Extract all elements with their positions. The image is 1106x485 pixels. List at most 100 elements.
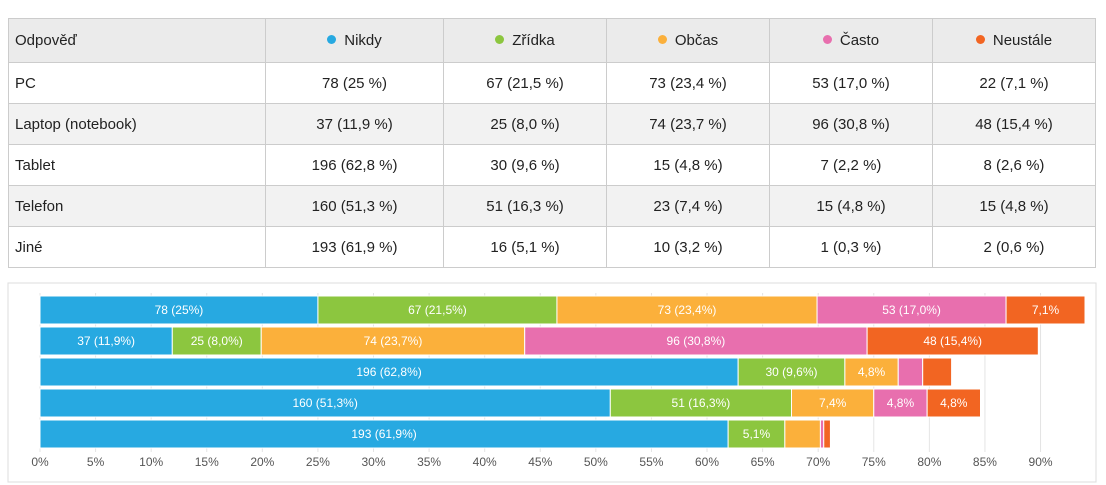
bar-label: 25 (8,0%) (191, 334, 243, 348)
header-cell: Odpověď (8, 18, 266, 63)
bar-segment (260, 326, 526, 356)
bar-segment (39, 388, 611, 418)
table-cell: 22 (7,1 %) (931, 62, 1097, 104)
x-tick-label: 65% (751, 455, 775, 469)
x-tick-label: 45% (528, 455, 552, 469)
bar-segment (823, 419, 831, 449)
table-cell: 16 (5,1 %) (443, 226, 607, 268)
table-row: Tablet 196 (62,8 %) 30 (9,6 %) 15 (4,8 %) 7 … (8, 144, 1097, 186)
bar-segment (922, 357, 953, 387)
table-row: Laptop (notebook) 37 (11,9 %) 25 (8,0 %) 74… (8, 103, 1097, 145)
x-tick-label: 5% (87, 455, 105, 469)
x-tick-label: 90% (1029, 455, 1053, 469)
bar-segment (926, 388, 982, 418)
table-cell: 160 (51,3 %) (264, 185, 445, 227)
table-cell: 23 (7,4 %) (606, 185, 770, 227)
legend-label: Občas (674, 32, 719, 49)
bar-label: 51 (16,3%) (672, 396, 731, 410)
bar-segment (816, 295, 1007, 325)
legend-label: Nikdy (344, 32, 382, 49)
header-cell: Občas (606, 18, 770, 63)
x-tick-label: 35% (417, 455, 441, 469)
bar-segment (556, 295, 818, 325)
legend-dot (327, 35, 337, 44)
bar-label: 30 (9,6%) (765, 365, 817, 379)
row-label: Telefon (8, 185, 266, 227)
x-tick-label: 40% (473, 455, 497, 469)
table-cell: 48 (15,4 %) (931, 103, 1097, 145)
x-tick-label: 50% (584, 455, 608, 469)
bar-label: 7,4% (819, 396, 847, 410)
table-cell: 1 (0,3 %) (768, 226, 933, 268)
x-tick-label: 85% (973, 455, 997, 469)
x-tick-label: 25% (306, 455, 330, 469)
legend-dot (975, 35, 985, 44)
bar-label: 4,8% (858, 365, 886, 379)
table-cell: 193 (61,9 %) (264, 226, 445, 268)
table-cell: 53 (17,0 %) (768, 62, 933, 104)
bar-segment (171, 326, 262, 356)
x-tick-label: 60% (695, 455, 719, 469)
bar-label: 5,1% (743, 427, 771, 441)
bar-segment (866, 326, 1039, 356)
row-label: Jiné (8, 226, 266, 268)
row-label: PC (8, 62, 266, 104)
bar-label: 4,8% (887, 396, 915, 410)
bar-segment (317, 295, 558, 325)
table-cell: 10 (3,2 %) (606, 226, 770, 268)
x-tick-label: 20% (250, 455, 274, 469)
x-tick-label: 80% (917, 455, 941, 469)
bar-segment (524, 326, 868, 356)
bar-label: 78 (25%) (155, 303, 204, 317)
bar-label: 4,8% (940, 396, 968, 410)
table-cell: 2 (0,6 %) (931, 226, 1097, 268)
bar-label: 7,1% (1032, 303, 1060, 317)
legend-dot (822, 35, 832, 44)
x-tick-label: 55% (639, 455, 663, 469)
data-table: Odpověď Nikdy Zřídka Občas Často Neustále PC 78… (8, 18, 1097, 268)
header-row: Odpověď Nikdy Zřídka Občas Často Neustále (8, 18, 1097, 63)
table-row: Telefon 160 (51,3 %) 51 (16,3 %) 23 (7,4 %)… (8, 185, 1097, 227)
table-cell: 15 (4,8 %) (931, 185, 1097, 227)
bar-label: 160 (51,3%) (292, 396, 357, 410)
bar-segment (1005, 295, 1086, 325)
x-tick-label: 70% (806, 455, 830, 469)
chart-frame (7, 282, 1097, 483)
table-cell: 78 (25 %) (264, 62, 445, 104)
legend-label: Neustále (992, 32, 1053, 49)
x-tick-label: 0% (31, 455, 49, 469)
row-label: Laptop (notebook) (8, 103, 266, 145)
table-cell: 15 (4,8 %) (768, 185, 933, 227)
bar-segment (897, 357, 924, 387)
row-label: Tablet (8, 144, 266, 186)
legend-dot (657, 35, 667, 44)
legend-label: Zřídka (512, 32, 555, 49)
table-cell: 67 (21,5 %) (443, 62, 607, 104)
table-cell: 7 (2,2 %) (768, 144, 933, 186)
bar-label: 67 (21,5%) (408, 303, 467, 317)
legend-label: Často (839, 32, 880, 49)
bar-segment (873, 388, 928, 418)
bar-segment (819, 419, 825, 449)
bar-label: 96 (30,8%) (667, 334, 726, 348)
bar-label: 196 (62,8%) (356, 365, 421, 379)
header-cell: Zřídka (443, 18, 607, 63)
legend-dot (495, 35, 505, 44)
x-tick-label: 15% (195, 455, 219, 469)
table-cell: 51 (16,3 %) (443, 185, 607, 227)
bar-label: 73 (23,4%) (658, 303, 717, 317)
bar-segment (844, 357, 899, 387)
bar-label: 53 (17,0%) (882, 303, 941, 317)
bar-label: 74 (23,7%) (364, 334, 423, 348)
header-cell: Nikdy (264, 18, 445, 63)
x-tick-label: 75% (862, 455, 886, 469)
bar-label: 48 (15,4%) (923, 334, 982, 348)
table-row: Jiné 193 (61,9 %) 16 (5,1 %) 10 (3,2 %) 1 (0… (8, 226, 1097, 268)
bar-label: 193 (61,9%) (351, 427, 416, 441)
bar-segment (39, 295, 319, 325)
bar-segment (791, 388, 875, 418)
bar-segment (784, 419, 821, 449)
bar-segment (39, 326, 173, 356)
header-cell: Neustále (931, 18, 1097, 63)
